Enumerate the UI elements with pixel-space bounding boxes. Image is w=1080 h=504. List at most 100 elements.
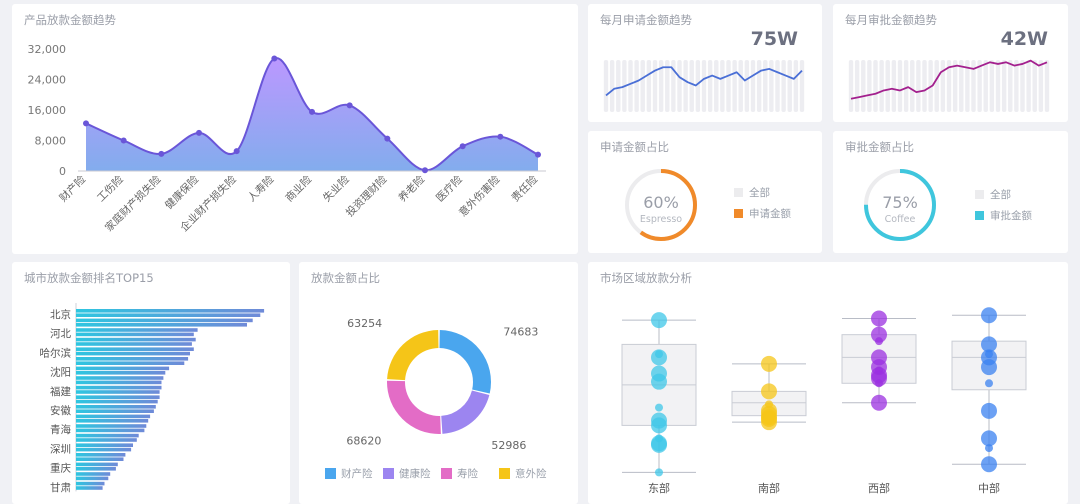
bar bbox=[76, 476, 109, 481]
apply-ratio-gauge: 60% Espresso bbox=[625, 169, 697, 241]
donut-slice bbox=[439, 330, 491, 394]
x-tick-label: 意外伤害险 bbox=[456, 173, 503, 220]
background-bar bbox=[781, 60, 786, 112]
data-point bbox=[761, 383, 777, 400]
data-point bbox=[497, 133, 504, 140]
legend-swatch bbox=[499, 468, 510, 479]
background-bar bbox=[665, 60, 670, 112]
background-bar bbox=[726, 60, 731, 112]
bar bbox=[76, 428, 145, 433]
approve-trend-card: 每月审批金额趋势 42W bbox=[833, 4, 1068, 122]
background-bar bbox=[634, 60, 639, 112]
bar bbox=[76, 342, 192, 346]
data-point bbox=[233, 148, 240, 155]
legend-label: 寿险 bbox=[457, 467, 478, 480]
x-tick-label: 失业险 bbox=[320, 173, 352, 205]
data-point bbox=[761, 414, 777, 431]
data-point bbox=[875, 379, 883, 388]
background-bar bbox=[1044, 60, 1050, 112]
background-bar bbox=[793, 60, 799, 112]
donut-value-label: 52986 bbox=[491, 439, 526, 452]
legend-swatch bbox=[441, 468, 452, 479]
data-point bbox=[655, 403, 663, 412]
background-bar bbox=[671, 60, 676, 112]
legend-all-label: 全部 bbox=[990, 189, 1011, 201]
loan-share-title: 放款金额占比 bbox=[311, 271, 380, 285]
background-bar bbox=[744, 60, 750, 112]
apply-ratio-title: 申请金额占比 bbox=[600, 140, 669, 154]
bar bbox=[76, 424, 147, 428]
bar bbox=[76, 313, 261, 317]
background-bar bbox=[891, 60, 897, 112]
x-tick-label: 商业险 bbox=[283, 173, 315, 205]
bar bbox=[76, 347, 194, 351]
y-tick-label: 32,000 bbox=[28, 43, 67, 56]
data-point bbox=[981, 456, 997, 473]
donut-value-label: 63254 bbox=[347, 317, 382, 330]
legend-all-label: 全部 bbox=[749, 187, 770, 199]
apply-ratio-legend: 全部 申请金额 bbox=[734, 185, 791, 227]
background-bar bbox=[897, 60, 903, 112]
bar bbox=[76, 371, 166, 375]
background-bar bbox=[952, 60, 958, 112]
background-bar bbox=[903, 60, 909, 112]
legend-all-swatch bbox=[734, 188, 743, 197]
background-bar bbox=[854, 60, 860, 112]
region-label: 中部 bbox=[978, 481, 1000, 495]
background-bar bbox=[720, 60, 725, 112]
data-point bbox=[655, 350, 663, 359]
data-point bbox=[871, 394, 887, 411]
trend-line bbox=[850, 59, 1048, 100]
background-bar bbox=[695, 60, 701, 112]
background-bar bbox=[959, 60, 964, 112]
bar bbox=[76, 419, 149, 423]
background-bar bbox=[603, 60, 609, 112]
data-point bbox=[985, 444, 993, 453]
background-bar bbox=[916, 60, 921, 112]
data-point bbox=[651, 373, 667, 390]
product-trend-title: 产品放款金额趋势 bbox=[24, 13, 116, 27]
data-point bbox=[761, 355, 777, 372]
bar bbox=[76, 332, 194, 337]
legend-apply-swatch bbox=[734, 209, 743, 218]
legend-swatch bbox=[325, 468, 336, 479]
loan-share-donut: 74683 52986 68620 63254 财产险 健康险 寿险 意外险 bbox=[325, 317, 547, 480]
x-tick-label: 养老险 bbox=[396, 173, 428, 205]
region-label: 东部 bbox=[648, 481, 670, 495]
background-bar bbox=[616, 60, 621, 112]
data-point bbox=[120, 137, 127, 144]
legend-approve-swatch bbox=[975, 211, 984, 220]
data-point bbox=[875, 337, 883, 346]
legend-swatch bbox=[383, 468, 394, 479]
data-point bbox=[871, 370, 887, 387]
background-bar bbox=[640, 60, 645, 112]
bar bbox=[76, 433, 139, 438]
background-bar bbox=[689, 60, 694, 112]
bar bbox=[76, 380, 162, 385]
city-label: 甘肃 bbox=[50, 481, 71, 494]
background-bar bbox=[995, 60, 1001, 112]
background-bar bbox=[946, 60, 952, 112]
background-bar bbox=[756, 60, 762, 112]
background-bar bbox=[769, 60, 774, 112]
legend-label: 健康险 bbox=[399, 467, 431, 480]
bar bbox=[76, 361, 185, 365]
bar bbox=[76, 366, 170, 371]
data-point bbox=[196, 129, 202, 136]
data-point bbox=[981, 336, 997, 353]
gauge-subtitle: Espresso bbox=[640, 214, 682, 225]
background-bar bbox=[714, 60, 719, 112]
background-bar bbox=[1032, 60, 1037, 112]
background-bar bbox=[940, 60, 946, 112]
city-label: 重庆 bbox=[50, 462, 71, 475]
x-tick-label: 投资理财险 bbox=[343, 173, 390, 220]
region-analysis-title: 市场区域放款分析 bbox=[600, 271, 692, 285]
background-bar bbox=[977, 60, 982, 112]
approve-ratio-card: 审批金额占比 75% Coffee 全部 审批金额 bbox=[833, 131, 1068, 253]
background-bar bbox=[922, 60, 927, 112]
background-bar bbox=[934, 60, 939, 112]
gauge-arc bbox=[864, 169, 936, 241]
background-bar bbox=[873, 60, 878, 112]
